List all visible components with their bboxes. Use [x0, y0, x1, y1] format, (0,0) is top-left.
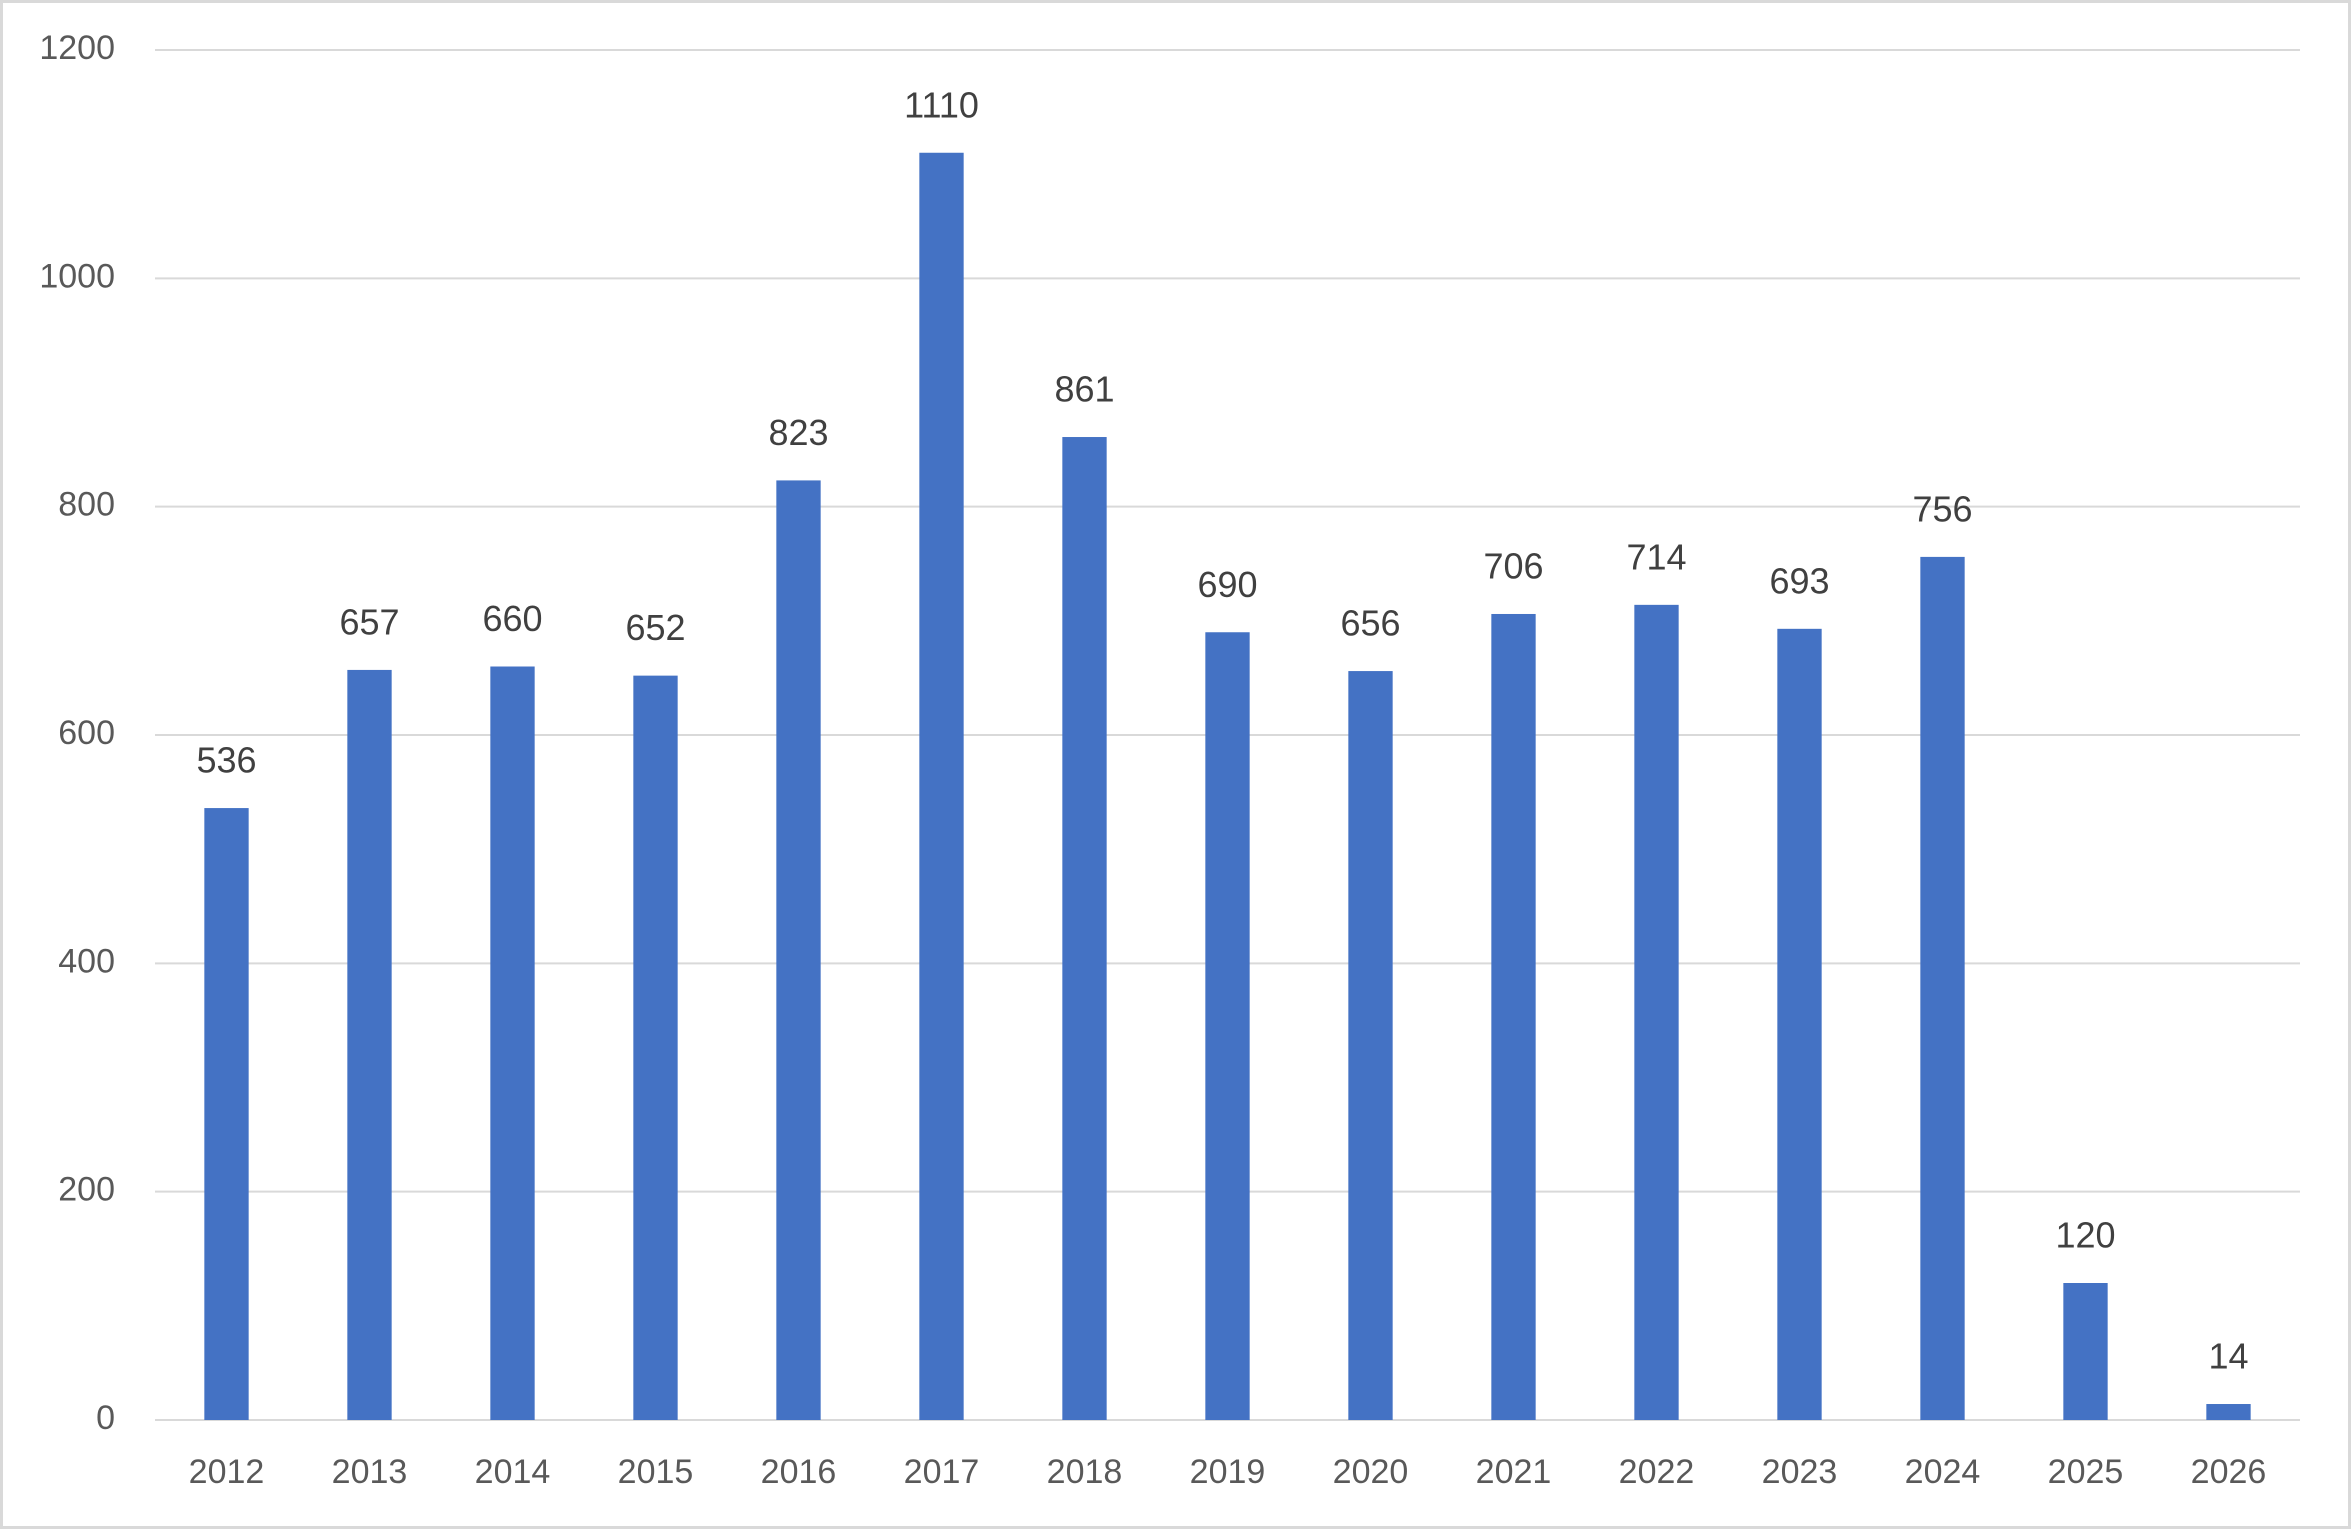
- x-tick-label: 2025: [2048, 1453, 2124, 1491]
- data-label: 823: [768, 412, 828, 453]
- x-tick-label: 2020: [1333, 1453, 1409, 1491]
- bar: [2063, 1283, 2108, 1420]
- y-tick-label: 600: [58, 714, 115, 752]
- bar: [1777, 628, 1822, 1420]
- data-label: 656: [1340, 603, 1400, 644]
- x-tick-label: 2026: [2191, 1453, 2267, 1491]
- data-label: 652: [625, 607, 685, 648]
- y-tick-label: 800: [58, 486, 115, 524]
- x-tick-label: 2016: [761, 1453, 837, 1491]
- data-label: 756: [1912, 488, 1972, 529]
- data-label: 861: [1054, 369, 1114, 410]
- bar: [204, 808, 249, 1420]
- bar: [1491, 613, 1536, 1420]
- x-tick-label: 2023: [1762, 1453, 1838, 1491]
- bar: [776, 480, 821, 1420]
- x-tick-label: 2014: [475, 1453, 551, 1491]
- bar: [2206, 1404, 2251, 1420]
- data-label: 706: [1483, 545, 1543, 586]
- x-tick-label: 2012: [189, 1453, 265, 1491]
- data-label: 14: [2208, 1336, 2248, 1377]
- bar: [1062, 437, 1107, 1420]
- y-tick-label: 0: [96, 1399, 115, 1437]
- bar: [919, 152, 964, 1420]
- y-tick-label: 400: [58, 942, 115, 980]
- data-label: 693: [1769, 560, 1829, 601]
- bar: [633, 675, 678, 1420]
- data-label: 714: [1626, 536, 1686, 577]
- bar: [490, 666, 535, 1420]
- x-tick-label: 2019: [1190, 1453, 1266, 1491]
- x-tick-label: 2013: [332, 1453, 408, 1491]
- bar: [347, 669, 392, 1420]
- data-label: 657: [339, 601, 399, 642]
- bar: [1634, 604, 1679, 1420]
- bar: [1920, 556, 1965, 1420]
- x-tick-label: 2022: [1619, 1453, 1695, 1491]
- x-tick-label: 2015: [618, 1453, 694, 1491]
- y-tick-label: 200: [58, 1171, 115, 1209]
- data-label: 660: [482, 598, 542, 639]
- bar: [1205, 632, 1250, 1420]
- data-label: 120: [2055, 1215, 2115, 1256]
- data-label: 1110: [904, 84, 979, 125]
- y-tick-label: 1000: [39, 257, 115, 295]
- x-tick-label: 2017: [904, 1453, 980, 1491]
- bar: [1348, 671, 1393, 1420]
- x-tick-label: 2024: [1905, 1453, 1981, 1491]
- x-tick-label: 2018: [1047, 1453, 1123, 1491]
- y-tick-label: 1200: [39, 29, 115, 67]
- x-tick-label: 2021: [1476, 1453, 1552, 1491]
- data-label: 536: [196, 740, 256, 781]
- data-label: 690: [1197, 564, 1257, 605]
